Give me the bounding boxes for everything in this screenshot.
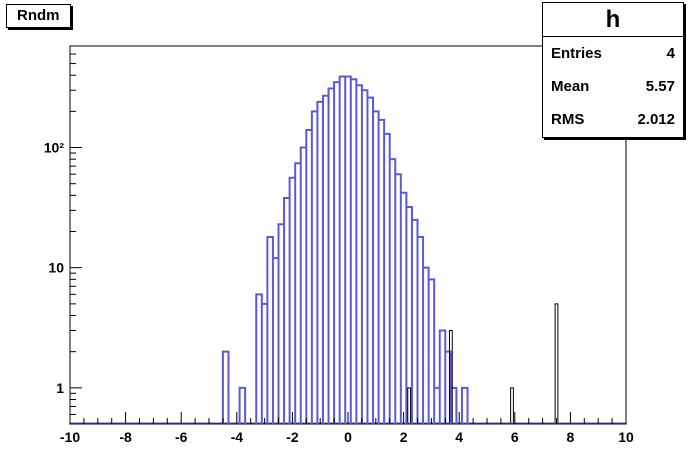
histogram-bin — [317, 102, 323, 424]
stats-box: h Entries 4 Mean 5.57 RMS 2.012 — [542, 2, 684, 138]
histogram-bin — [273, 258, 279, 424]
histogram-bin — [223, 352, 229, 424]
histogram-bin — [423, 268, 429, 424]
stats-label: Entries — [551, 45, 602, 62]
stats-value: 5.57 — [645, 78, 675, 95]
histogram-bin — [279, 224, 285, 424]
stats-row-mean: Mean 5.57 — [543, 70, 683, 103]
histogram-bin — [511, 388, 514, 424]
histogram-bin — [256, 294, 262, 424]
histogram-bin — [412, 220, 418, 424]
histogram-bin — [312, 111, 318, 424]
stats-value: 4 — [666, 45, 675, 62]
x-tick-label: -4 — [231, 429, 244, 445]
x-tick-label: 0 — [344, 429, 352, 445]
x-tick-label: 10 — [618, 429, 634, 445]
histogram-bin — [323, 96, 329, 424]
histogram-bin — [395, 174, 401, 424]
histogram-bin — [362, 90, 368, 424]
x-tick-label: -6 — [175, 429, 188, 445]
x-tick-label: 8 — [567, 429, 575, 445]
histogram-bin — [367, 98, 373, 424]
histogram-bin — [284, 198, 290, 424]
histogram-bin — [351, 79, 357, 424]
histogram-bin — [434, 388, 440, 424]
histogram-bin — [301, 148, 307, 424]
histogram-bin — [345, 77, 351, 424]
histogram-bin — [462, 388, 468, 424]
x-tick-label: 6 — [511, 429, 519, 445]
histogram-bin — [262, 304, 268, 424]
x-tick-label: 4 — [455, 429, 463, 445]
y-tick-label: 1 — [56, 380, 64, 396]
stats-histogram-name: h — [543, 3, 683, 37]
stats-label: RMS — [551, 111, 585, 128]
histogram-bin — [555, 304, 558, 424]
x-tick-label: -10 — [60, 429, 80, 445]
histogram-bin — [408, 388, 411, 424]
histogram-series-0 — [221, 75, 469, 424]
y-tick-label: 10 — [48, 260, 64, 276]
histogram-bin — [329, 89, 335, 424]
stats-value: 2.012 — [637, 111, 675, 128]
histogram-bin — [290, 178, 296, 424]
histogram-bin — [306, 130, 312, 424]
histogram-bin — [429, 279, 435, 424]
histogram-bin — [373, 111, 379, 424]
histogram-bin — [390, 159, 396, 424]
histogram-bin — [340, 77, 346, 424]
histogram-bin — [384, 134, 390, 424]
histogram-bin — [449, 331, 452, 424]
histogram-series-1 — [407, 303, 559, 424]
stats-row-entries: Entries 4 — [543, 37, 683, 70]
stats-row-rms: RMS 2.012 — [543, 103, 683, 136]
x-tick-label: -2 — [286, 429, 299, 445]
x-tick-label: 2 — [400, 429, 408, 445]
histogram-bin — [295, 163, 301, 424]
x-tick-label: -8 — [119, 429, 132, 445]
histogram-bin — [401, 193, 407, 424]
histogram-bin — [334, 82, 340, 424]
histogram-bin — [418, 237, 424, 424]
histogram-bin — [440, 331, 446, 424]
histogram-bin — [379, 120, 385, 424]
stats-label: Mean — [551, 78, 590, 95]
histogram-title: Rndm — [6, 4, 71, 28]
histogram-bin — [240, 388, 246, 424]
y-tick-label: 10² — [44, 140, 65, 156]
histogram-bin — [267, 237, 273, 424]
histogram-bin — [356, 85, 362, 424]
